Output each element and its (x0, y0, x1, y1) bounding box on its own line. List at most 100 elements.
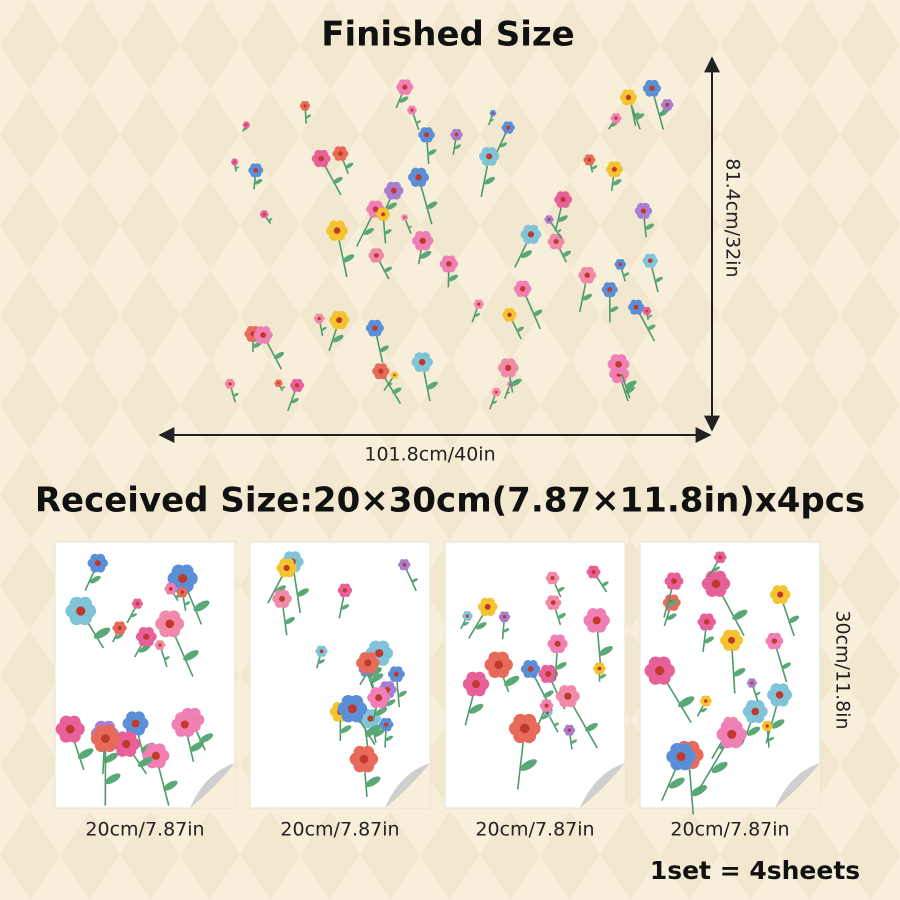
flower-center (317, 316, 321, 321)
flower-center (94, 560, 101, 567)
leaf (667, 599, 678, 607)
leaf (415, 120, 422, 124)
flower-center (718, 555, 723, 560)
flower-center (338, 151, 343, 156)
leaf (598, 646, 613, 656)
leaf (520, 250, 533, 259)
leaf (612, 179, 622, 186)
flower-center (393, 373, 396, 377)
leaf (781, 662, 791, 670)
flower-center (527, 231, 535, 238)
flower-center (704, 699, 708, 703)
flower-center (506, 125, 511, 130)
leaf (426, 201, 438, 210)
flower-center (584, 272, 590, 278)
leaf (570, 739, 578, 744)
flower-center (472, 680, 481, 689)
flower-center (751, 707, 759, 716)
flower-center (550, 575, 555, 581)
page-curl-back (385, 763, 430, 808)
flower-center (592, 616, 601, 625)
flower-center (607, 287, 613, 293)
leaf (646, 324, 656, 331)
leaf (138, 645, 151, 653)
page-curl-back (775, 763, 820, 808)
leaf (267, 218, 273, 222)
flower-center (260, 332, 267, 338)
flower-center (703, 619, 710, 625)
leaf (89, 575, 101, 584)
leaf (557, 612, 566, 619)
leaf (611, 122, 618, 127)
leaf (647, 314, 653, 318)
leaf (426, 381, 438, 390)
leaf (555, 662, 567, 670)
leaf (373, 729, 385, 737)
flower-center (372, 325, 378, 331)
flower-center (560, 196, 566, 203)
leaf (163, 780, 178, 791)
flower-center (372, 206, 379, 212)
leaf (280, 386, 286, 390)
flower-center (168, 586, 173, 591)
flower-center (676, 752, 686, 762)
leaf (193, 600, 210, 612)
leaf (557, 586, 565, 593)
leaf (558, 215, 568, 222)
flower-center (178, 574, 188, 584)
leaf (284, 616, 295, 625)
flower-center (477, 302, 481, 306)
flower-center (131, 719, 140, 728)
leaf (305, 114, 312, 119)
flower-center (65, 724, 75, 734)
leaf (184, 601, 191, 606)
leaf (492, 400, 498, 405)
flower-center (520, 286, 526, 292)
leaf (232, 392, 239, 397)
leaf (590, 165, 598, 170)
sheet (54, 541, 236, 809)
flower-center (465, 614, 469, 618)
flower-center (418, 358, 426, 366)
leaf (115, 633, 123, 640)
flower-center (454, 132, 459, 137)
leaf (553, 722, 560, 727)
set-note: 1set = 4sheets (650, 856, 860, 885)
leaf (733, 667, 746, 677)
flower-center (567, 728, 572, 732)
leaf (332, 176, 343, 184)
flower-center (728, 636, 736, 644)
flower-center (711, 579, 721, 589)
leaf (463, 621, 469, 626)
flower-center (765, 724, 769, 728)
flower-center (277, 382, 280, 385)
flower-center (262, 212, 266, 216)
flower-center (336, 317, 343, 324)
flower-center (446, 261, 452, 267)
leaf (254, 179, 263, 185)
leaf (510, 378, 522, 387)
leaf (561, 250, 572, 258)
flower-center (625, 94, 631, 100)
leaf (321, 326, 327, 331)
flower-center (633, 304, 639, 310)
leaf (374, 707, 388, 716)
leaf (385, 699, 396, 707)
leaf (666, 613, 677, 621)
flower-center (553, 238, 559, 245)
flower-center (611, 166, 617, 172)
leaf (556, 229, 562, 233)
flower-center (180, 720, 189, 729)
flower-center (158, 643, 162, 647)
flower-center (151, 751, 160, 760)
flower-center (101, 734, 110, 743)
flower-center (491, 112, 494, 115)
leaf (609, 306, 619, 313)
sheet-flowers (644, 551, 800, 815)
flower-center (419, 237, 426, 244)
flower-center (564, 692, 572, 700)
leaf (532, 309, 543, 317)
flower-center (777, 591, 784, 598)
flower-center (143, 633, 150, 640)
